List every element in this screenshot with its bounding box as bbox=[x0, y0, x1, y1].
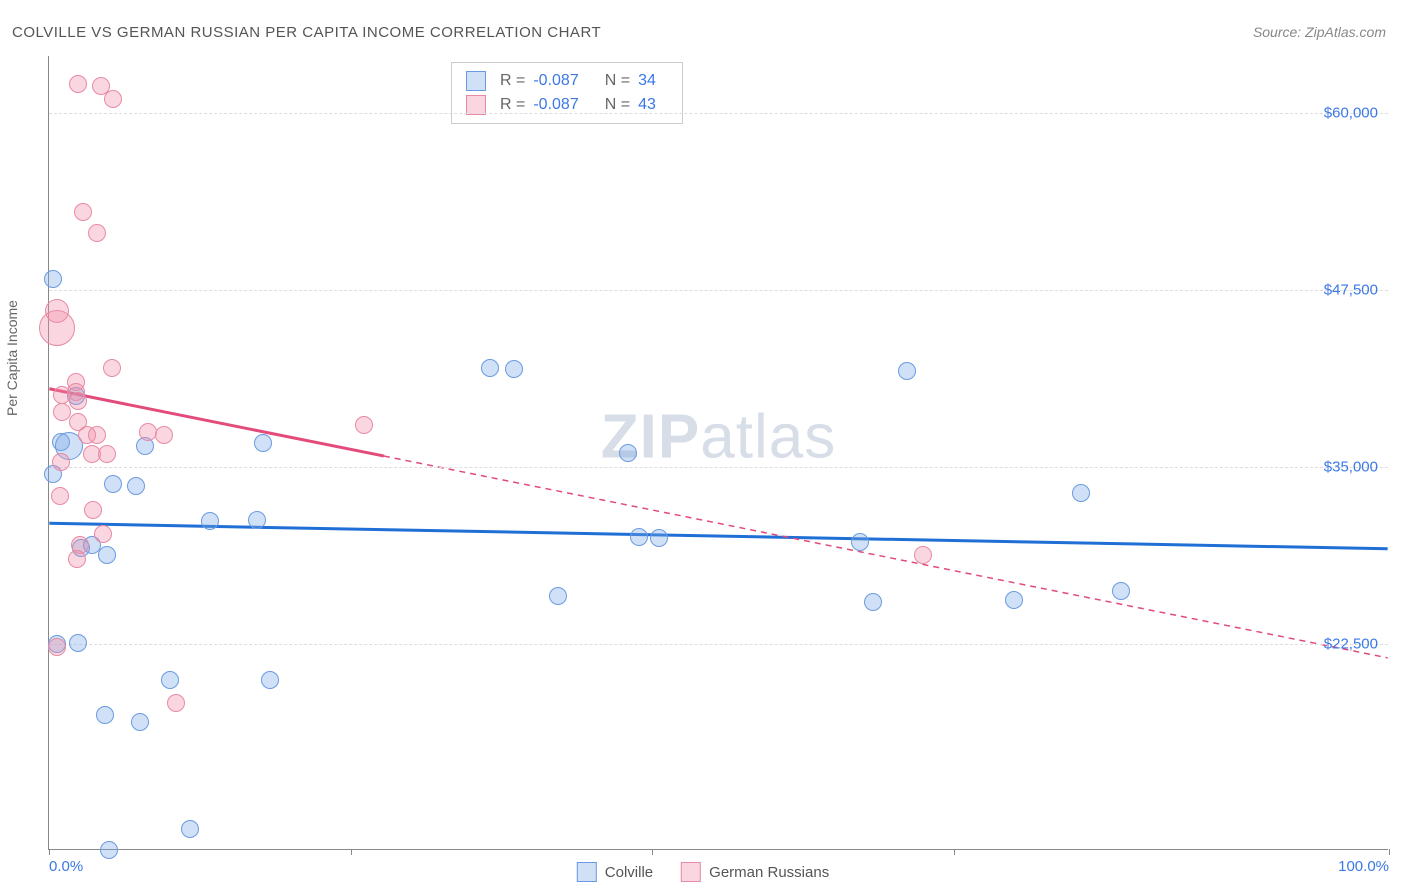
data-point bbox=[100, 841, 118, 859]
y-axis-label: Per Capita Income bbox=[4, 300, 20, 416]
r-label: R = bbox=[500, 72, 525, 90]
x-tick bbox=[49, 849, 50, 855]
x-tick bbox=[351, 849, 352, 855]
r-value: -0.087 bbox=[533, 96, 578, 114]
n-value: 43 bbox=[638, 96, 656, 114]
data-point bbox=[94, 525, 112, 543]
data-point bbox=[181, 820, 199, 838]
data-point bbox=[355, 416, 373, 434]
plot-area: ZIPatlas R = -0.087 N = 34 R = -0.087 N … bbox=[48, 56, 1388, 850]
y-tick-label: $22,500 bbox=[1324, 636, 1378, 653]
data-point bbox=[98, 445, 116, 463]
source-attribution: Source: ZipAtlas.com bbox=[1253, 24, 1386, 40]
data-point bbox=[630, 528, 648, 546]
stats-legend: R = -0.087 N = 34 R = -0.087 N = 43 bbox=[451, 62, 683, 124]
x-tick-label: 100.0% bbox=[1338, 858, 1389, 875]
legend-label: German Russians bbox=[709, 864, 829, 881]
data-point bbox=[650, 529, 668, 547]
y-tick-label: $60,000 bbox=[1324, 104, 1378, 121]
series-legend: Colville German Russians bbox=[577, 862, 829, 882]
data-point bbox=[104, 475, 122, 493]
legend-label: Colville bbox=[605, 864, 653, 881]
data-point bbox=[131, 713, 149, 731]
legend-item: German Russians bbox=[681, 862, 829, 882]
legend-item: Colville bbox=[577, 862, 653, 882]
data-point bbox=[84, 501, 102, 519]
data-point bbox=[69, 634, 87, 652]
gridline bbox=[49, 644, 1388, 645]
data-point bbox=[248, 511, 266, 529]
x-tick-label: 0.0% bbox=[49, 858, 83, 875]
data-point bbox=[549, 587, 567, 605]
data-point bbox=[914, 546, 932, 564]
data-point bbox=[127, 477, 145, 495]
legend-swatch bbox=[681, 862, 701, 882]
data-point bbox=[851, 533, 869, 551]
gridline bbox=[49, 113, 1388, 114]
data-point bbox=[51, 487, 69, 505]
data-point bbox=[201, 512, 219, 530]
legend-swatch bbox=[466, 71, 486, 91]
gridline bbox=[49, 290, 1388, 291]
data-point bbox=[68, 550, 86, 568]
data-point bbox=[155, 426, 173, 444]
watermark: ZIPatlas bbox=[601, 401, 836, 472]
y-tick-label: $35,000 bbox=[1324, 459, 1378, 476]
data-point bbox=[898, 362, 916, 380]
data-point bbox=[254, 434, 272, 452]
r-value: -0.087 bbox=[533, 72, 578, 90]
n-label: N = bbox=[605, 96, 630, 114]
data-point bbox=[864, 593, 882, 611]
x-tick bbox=[1389, 849, 1390, 855]
legend-swatch bbox=[577, 862, 597, 882]
data-point bbox=[69, 75, 87, 93]
data-point bbox=[619, 444, 637, 462]
data-point bbox=[48, 638, 66, 656]
chart-title: COLVILLE VS GERMAN RUSSIAN PER CAPITA IN… bbox=[12, 24, 601, 41]
data-point bbox=[52, 453, 70, 471]
data-point bbox=[74, 203, 92, 221]
x-tick bbox=[652, 849, 653, 855]
n-label: N = bbox=[605, 72, 630, 90]
data-point bbox=[53, 403, 71, 421]
data-point bbox=[96, 706, 114, 724]
r-label: R = bbox=[500, 96, 525, 114]
data-point bbox=[39, 310, 75, 346]
stats-legend-row: R = -0.087 N = 34 bbox=[466, 69, 668, 93]
y-tick-label: $47,500 bbox=[1324, 281, 1378, 298]
data-point bbox=[161, 671, 179, 689]
data-point bbox=[1005, 591, 1023, 609]
data-point bbox=[88, 426, 106, 444]
data-point bbox=[1112, 582, 1130, 600]
data-point bbox=[69, 392, 87, 410]
trend-lines bbox=[49, 56, 1388, 849]
data-point bbox=[44, 270, 62, 288]
data-point bbox=[505, 360, 523, 378]
chart-container: COLVILLE VS GERMAN RUSSIAN PER CAPITA IN… bbox=[0, 0, 1406, 892]
data-point bbox=[88, 224, 106, 242]
data-point bbox=[104, 90, 122, 108]
data-point bbox=[167, 694, 185, 712]
data-point bbox=[261, 671, 279, 689]
n-value: 34 bbox=[638, 72, 656, 90]
data-point bbox=[103, 359, 121, 377]
x-tick bbox=[954, 849, 955, 855]
data-point bbox=[98, 546, 116, 564]
data-point bbox=[1072, 484, 1090, 502]
gridline bbox=[49, 467, 1388, 468]
data-point bbox=[481, 359, 499, 377]
